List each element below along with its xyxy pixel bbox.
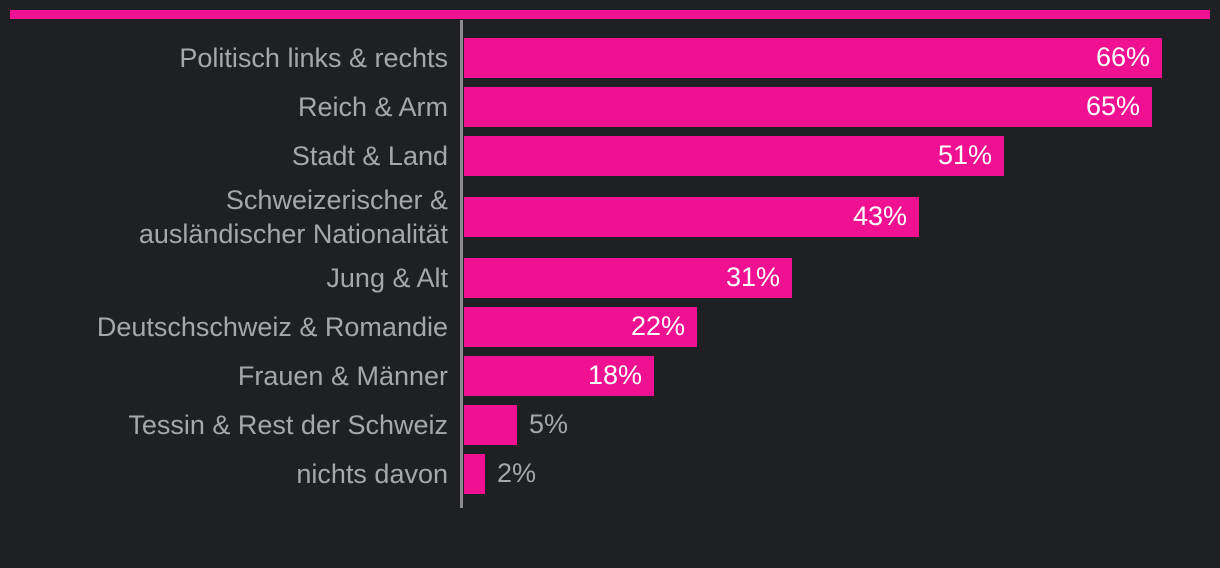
category-label-line: Stadt & Land <box>291 140 448 171</box>
bar-cell: 66% <box>464 37 1220 78</box>
bar-chart: Politisch links & rechts 66% Reich & Arm… <box>0 20 1220 508</box>
value-label-inside: 66% <box>1095 42 1150 72</box>
bar-cell: 51% <box>464 135 1220 176</box>
bar: 31% <box>464 257 792 298</box>
bar: 66% <box>464 37 1162 78</box>
value-label-inside: 22% <box>630 311 685 341</box>
bar: 65% <box>464 86 1152 127</box>
category-label: Tessin & Rest der Schweiz <box>0 408 448 442</box>
value-label-outside: 5% <box>529 409 569 439</box>
category-label-line: ausländischer Nationalität <box>138 218 448 249</box>
bar-cell: 65% <box>464 86 1220 127</box>
chart-row: Reich & Arm 65% <box>0 82 1220 131</box>
value-label-inside: 43% <box>852 201 907 231</box>
value-label-inside: 65% <box>1085 91 1140 121</box>
category-label: nichts davon <box>0 457 448 491</box>
value-label-inside: 18% <box>587 360 642 390</box>
category-label-line: Reich & Arm <box>297 91 448 122</box>
chart-row: Frauen & Männer 18% <box>0 351 1220 400</box>
chart-row: Deutschschweiz & Romandie 22% <box>0 302 1220 351</box>
bar: 22% <box>464 306 697 347</box>
category-label-line: Politisch links & rechts <box>179 42 448 73</box>
bar-cell: 18% <box>464 355 1220 396</box>
bar-cell: 2% <box>464 453 1220 494</box>
bar-cell: 31% <box>464 257 1220 298</box>
bar-cell: 22% <box>464 306 1220 347</box>
bar-cell: 43% <box>464 196 1220 237</box>
top-accent-bar <box>10 10 1210 19</box>
category-label-line: nichts davon <box>296 458 448 489</box>
bar: 51% <box>464 135 1004 176</box>
category-label-line: Jung & Alt <box>326 262 448 293</box>
chart-rows: Politisch links & rechts 66% Reich & Arm… <box>0 20 1220 508</box>
category-label: Stadt & Land <box>0 139 448 173</box>
bar-cell: 5% <box>464 404 1220 445</box>
chart-row: nichts davon 2% <box>0 449 1220 498</box>
category-label: Jung & Alt <box>0 261 448 295</box>
category-label: Deutschschweiz & Romandie <box>0 310 448 344</box>
category-label: Frauen & Männer <box>0 359 448 393</box>
category-label: Reich & Arm <box>0 90 448 124</box>
category-label-line: Schweizerischer & <box>225 184 448 215</box>
category-label: Schweizerischer & ausländischer Nationali… <box>0 183 448 251</box>
category-label: Politisch links & rechts <box>0 41 448 75</box>
bar: 43% <box>464 196 919 237</box>
chart-row: Tessin & Rest der Schweiz 5% <box>0 400 1220 449</box>
chart-row: Jung & Alt 31% <box>0 253 1220 302</box>
bar: 18% <box>464 355 654 396</box>
chart-row: Schweizerischer & ausländischer Nationali… <box>0 180 1220 253</box>
category-label-line: Tessin & Rest der Schweiz <box>128 409 448 440</box>
bar <box>464 404 517 445</box>
value-label-inside: 31% <box>725 262 780 292</box>
value-label-inside: 51% <box>937 140 992 170</box>
category-label-line: Deutschschweiz & Romandie <box>96 311 448 342</box>
bar <box>464 453 485 494</box>
y-axis-line <box>460 20 463 508</box>
value-label-outside: 2% <box>497 458 537 488</box>
category-label-line: Frauen & Männer <box>237 360 448 391</box>
chart-row: Politisch links & rechts 66% <box>0 33 1220 82</box>
chart-row: Stadt & Land 51% <box>0 131 1220 180</box>
